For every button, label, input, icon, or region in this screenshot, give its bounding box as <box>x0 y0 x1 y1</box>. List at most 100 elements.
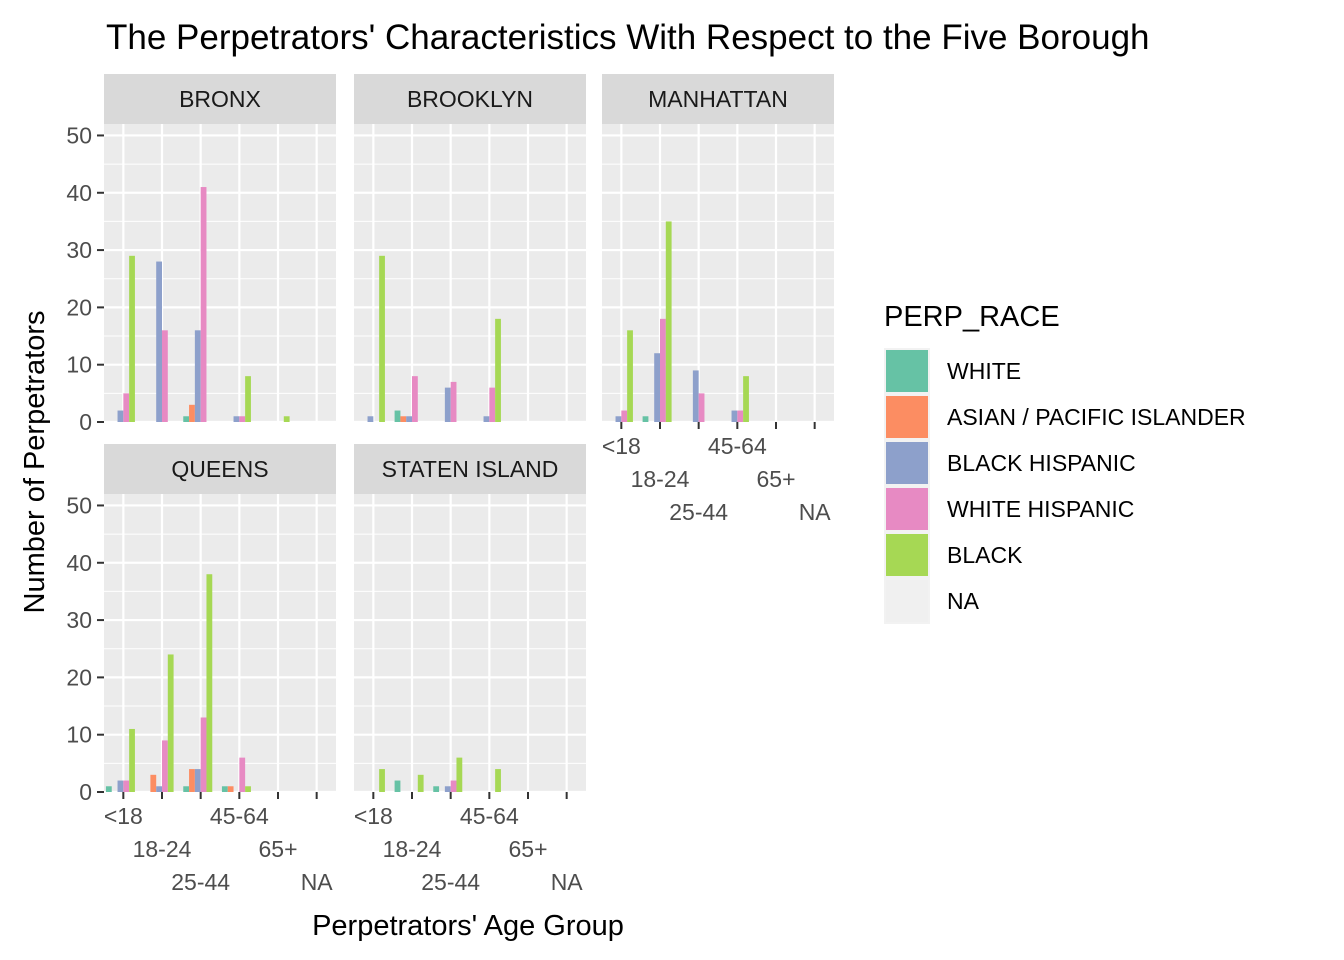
panel-background <box>602 124 834 422</box>
bar-manhattan-18-24-white <box>642 416 649 422</box>
bar-queens-25-44-asian-pacific-islander <box>189 769 195 792</box>
panel-background <box>354 494 586 792</box>
bar-manhattan-25-44-black-hispanic <box>692 370 699 422</box>
facet-strip-label: BRONX <box>179 86 261 112</box>
legend-swatch <box>886 580 928 622</box>
bar-bronx-45-64-black-hispanic <box>233 416 240 422</box>
y-tick-label: 30 <box>66 607 92 633</box>
y-tick-label: 0 <box>79 409 92 435</box>
legend-label: WHITE HISPANIC <box>947 496 1134 522</box>
y-tick-label: 50 <box>66 492 92 518</box>
x-tick-label: 18-24 <box>383 836 442 862</box>
bar-brooklyn-25-44-black-hispanic <box>444 387 451 422</box>
bar-manhattan-18-24-white-hispanic <box>660 318 666 422</box>
bar-manhattan-18-24-black-hispanic <box>654 353 660 422</box>
panel-background <box>104 124 336 422</box>
facet-strip-label: MANHATTAN <box>648 86 788 112</box>
bar-brooklyn-45-64-white-hispanic <box>489 387 496 422</box>
bar-queens-18-24-white-hispanic <box>162 740 168 792</box>
legend-label: WHITE <box>947 358 1021 384</box>
chart-title: The Perpetrators' Characteristics With R… <box>106 18 1150 57</box>
bar-manhattan-18-24-black <box>665 221 672 422</box>
x-tick-label: NA <box>301 869 334 895</box>
legend-label: NA <box>947 588 980 614</box>
bar-staten-island-18-black <box>379 769 385 792</box>
bar-manhattan-45-64-white-hispanic <box>737 410 744 422</box>
legend-title: PERP_RACE <box>884 301 1060 333</box>
y-tick-label: 20 <box>66 664 92 690</box>
bar-brooklyn-45-64-black-hispanic <box>483 416 490 422</box>
facet-panel-manhattan: MANHATTAN <18 18-24 25-44 45-64 65+NA <box>602 74 834 525</box>
facet-strip-background <box>602 74 834 124</box>
y-tick-label: 50 <box>66 122 92 148</box>
bar-queens-45-64-black <box>245 786 251 792</box>
facet-strip-background <box>354 444 586 494</box>
facet-strip-label: QUEENS <box>171 456 268 482</box>
facet-panels: BRONX 0 10 20 30 40 50 BROOKLYN MANHATTAN <18 18-2… <box>66 74 834 895</box>
x-tick-label: 45-64 <box>460 803 519 829</box>
bar-staten-island-25-44-white-hispanic <box>450 780 457 792</box>
bar-bronx-25-44-asian-pacific-islander <box>189 404 195 422</box>
facet-panel-brooklyn: BROOKLYN <box>354 74 586 424</box>
bar-queens-18-white <box>105 786 112 792</box>
x-tick-label: <18 <box>354 803 393 829</box>
x-tick-label: 65+ <box>756 466 795 492</box>
bar-brooklyn-18-24-white <box>394 410 401 422</box>
bar-brooklyn-18-24-white-hispanic <box>412 376 418 422</box>
bar-staten-island-25-44-white <box>433 786 440 792</box>
x-tick-label: 25-44 <box>171 869 230 895</box>
bar-queens-25-44-white <box>183 786 190 792</box>
x-tick-label: 65+ <box>258 836 297 862</box>
y-tick-label: 40 <box>66 550 92 576</box>
x-tick-label: 25-44 <box>669 499 728 525</box>
bar-brooklyn-25-44-white-hispanic <box>450 381 457 422</box>
bar-staten-island-25-44-black <box>456 757 463 792</box>
facet-strip-background <box>354 74 586 124</box>
bar-brooklyn-18-24-asian-pacific-islander <box>400 416 407 422</box>
bar-queens-18-white-hispanic <box>123 780 130 792</box>
bar-bronx-18-24-black-hispanic <box>156 261 162 422</box>
bar-queens-18-black <box>129 728 135 792</box>
bar-queens-18-black-hispanic <box>117 780 124 792</box>
bar-brooklyn-45-64-black <box>495 318 501 422</box>
bar-manhattan-25-44-white-hispanic <box>698 393 705 422</box>
bar-bronx-18-white-hispanic <box>123 393 130 422</box>
bar-bronx-18-black <box>129 255 135 422</box>
legend: PERP_RACE WHITE ASIAN / PACIFIC ISLANDER B… <box>884 301 1246 624</box>
facet-panel-bronx: BRONX 0 10 20 30 40 50 <box>66 74 336 435</box>
bar-queens-25-44-black <box>206 574 213 792</box>
x-tick-label: 65+ <box>508 836 547 862</box>
facet-strip-label: STATEN ISLAND <box>382 456 559 482</box>
bar-bronx-65-black <box>283 416 290 422</box>
y-tick-label: 40 <box>66 180 92 206</box>
bar-bronx-25-44-black-hispanic <box>194 330 201 422</box>
legend-swatch <box>886 350 928 392</box>
bar-staten-island-18-24-white <box>394 780 401 792</box>
bar-bronx-18-black-hispanic <box>117 410 124 422</box>
x-tick-label: <18 <box>602 433 641 459</box>
bar-manhattan-18-white-hispanic <box>621 410 628 422</box>
bar-queens-45-64-asian-pacific-islander <box>227 786 234 792</box>
bar-queens-45-64-white-hispanic <box>239 757 246 792</box>
y-tick-label: 10 <box>66 352 92 378</box>
bar-bronx-25-44-white-hispanic <box>200 187 207 422</box>
bar-bronx-45-64-black <box>245 376 251 422</box>
bar-queens-25-44-white-hispanic <box>200 717 207 792</box>
x-tick-label: 45-64 <box>210 803 269 829</box>
bar-manhattan-18-black-hispanic <box>615 416 622 422</box>
facet-strip-background <box>104 444 336 494</box>
x-axis-title: Perpetrators' Age Group <box>312 910 624 942</box>
legend-swatch <box>886 534 928 576</box>
bar-queens-25-44-black-hispanic <box>194 769 201 792</box>
x-tick-label: 25-44 <box>421 869 480 895</box>
x-tick-label: NA <box>799 499 832 525</box>
legend-swatch <box>886 488 928 530</box>
y-tick-label: 20 <box>66 294 92 320</box>
panel-background <box>104 494 336 792</box>
bar-queens-18-24-black-hispanic <box>156 786 162 792</box>
legend-item-black-hispanic: BLACK HISPANIC <box>884 440 1136 486</box>
x-tick-label: 45-64 <box>708 433 767 459</box>
facet-strip-label: BROOKLYN <box>407 86 533 112</box>
bar-brooklyn-18-24-black-hispanic <box>406 416 412 422</box>
